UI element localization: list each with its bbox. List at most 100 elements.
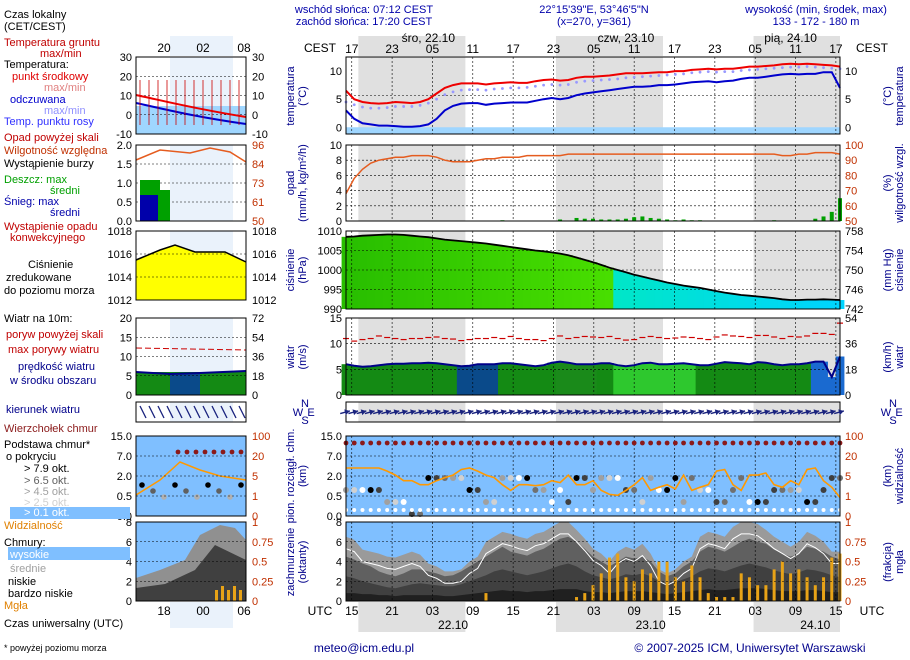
wind-arrow	[685, 409, 696, 416]
cloud-top-point	[360, 440, 365, 446]
cloud-cover-panel: 8 6 4 2 0 1 0.75 0.5 0.25 0	[336, 517, 867, 608]
cloud-base-low-point	[763, 508, 768, 512]
mini-gust-line	[135, 347, 247, 351]
panel-frame	[345, 230, 841, 310]
mini-tick-label: 0	[126, 390, 132, 402]
cloud-base-point	[375, 487, 382, 493]
mini-tick-label: 20	[120, 313, 132, 325]
wind-arrow-head	[583, 409, 589, 416]
top-hour-label: 05	[749, 42, 763, 56]
cloud-base-low-point	[409, 508, 414, 512]
cloud-top-point	[434, 440, 439, 446]
pressure-fill	[563, 255, 573, 309]
temp-legend-0: Temperatura gruntu	[4, 37, 100, 49]
mini-tick-label: 73	[252, 178, 264, 190]
pressure-fill	[736, 294, 746, 309]
precip-legend-6: średni	[50, 207, 80, 219]
wind-arrow	[562, 409, 573, 416]
mini-wind-arrow	[238, 405, 246, 419]
wind-speed-fill	[522, 365, 532, 395]
cloud-base-point	[820, 487, 827, 493]
night-band	[753, 145, 840, 221]
fog-bar	[706, 593, 710, 601]
cloud-base-low-point	[401, 508, 406, 512]
wind-speed-fill	[448, 365, 458, 395]
cloud-base-low-point	[772, 508, 777, 512]
tick-label: 15.0	[321, 431, 342, 443]
tick-label: 5	[336, 364, 342, 376]
cloud-top-point	[549, 440, 555, 446]
clouds-ylabel: zachmurzenie	[285, 528, 297, 596]
night-band-bottom	[358, 602, 466, 632]
cloud-base-low-point	[821, 508, 826, 512]
wind-speed-fill	[366, 366, 376, 395]
cloud-base-low-point	[525, 508, 530, 512]
wind-arrow-head	[698, 409, 704, 416]
cloud-base-low-point	[665, 508, 670, 512]
pressure-fill	[481, 243, 491, 309]
cloud-base-low-point	[673, 508, 678, 512]
wind-speed-fill	[786, 364, 796, 395]
cloud-top-point	[681, 440, 686, 446]
pressure-fill	[745, 295, 754, 309]
day-label-bottom: 23.10	[636, 618, 666, 632]
dewpoint-point	[517, 86, 521, 90]
wind-arrow	[743, 409, 754, 416]
cloud-top-point	[730, 440, 736, 446]
dewpoint-point	[435, 97, 438, 101]
cloud-base-low-point	[747, 508, 752, 512]
pressure-fill	[358, 235, 367, 309]
night-band-top	[753, 36, 840, 56]
cloudbase-legend-2: o pokryciu	[6, 451, 56, 463]
cloudbase-ylabel: pion. rozciągł. chm.	[285, 429, 297, 524]
mini-tick-label: 1.0	[117, 178, 132, 190]
bottom-hour-label: 03	[587, 604, 601, 618]
pressure-fill	[605, 267, 614, 309]
pressure-fill	[720, 292, 730, 309]
cloud-base-point	[762, 499, 769, 505]
mini-fog-bar	[233, 586, 236, 601]
pressure-fill	[670, 284, 680, 309]
pressure-fill	[407, 235, 417, 309]
compass-e-r: E	[895, 407, 902, 419]
top-hour-label: 05	[587, 42, 601, 56]
footer-email[interactable]: meteo@icm.edu.pl	[314, 641, 414, 655]
wind-arrow	[405, 409, 416, 416]
wind-speed-fill	[621, 366, 631, 395]
mini-frame	[135, 401, 247, 423]
cloud-top-point	[755, 440, 761, 446]
top-hour-label: 17	[345, 42, 359, 56]
dewpoint-point	[657, 74, 661, 77]
tick-label: 4	[336, 186, 342, 198]
wind-arrow	[644, 409, 655, 416]
tick-label: 10	[330, 339, 342, 351]
mini-cloud-top	[202, 449, 208, 455]
cloud-top-point	[648, 440, 654, 446]
wind-speed-fill	[440, 364, 450, 395]
cloud-top-point	[500, 440, 505, 446]
wind-arrow-head	[525, 409, 531, 416]
tick-label: 0	[336, 596, 342, 608]
mini-tick-label: 2.0	[117, 140, 132, 152]
temp-legend-1: max/min	[40, 48, 82, 60]
tick-label: 0	[336, 390, 342, 402]
tick-label: 995	[324, 285, 342, 297]
pressure-fill	[506, 246, 516, 309]
wind-arrow-head	[484, 409, 490, 416]
tick-label: 746	[845, 285, 863, 297]
tick-label: 0.0	[327, 511, 342, 523]
tz-top-label-right: CEST	[856, 41, 889, 55]
wind-speed-fill	[819, 361, 828, 395]
tick-label: 18	[845, 364, 857, 376]
dewpoint-point	[731, 70, 735, 74]
wind-speed-fill	[695, 365, 705, 395]
pressure-fill	[654, 280, 664, 309]
tick-label: 0	[845, 122, 851, 134]
precip-bar	[574, 217, 579, 221]
pressure-fill	[588, 262, 598, 309]
wind-arrow-head	[772, 409, 778, 416]
precip-legend-7: Wystąpienie opadu	[4, 221, 97, 233]
pressure-fill	[465, 241, 474, 309]
dewpoint-point	[550, 83, 554, 86]
